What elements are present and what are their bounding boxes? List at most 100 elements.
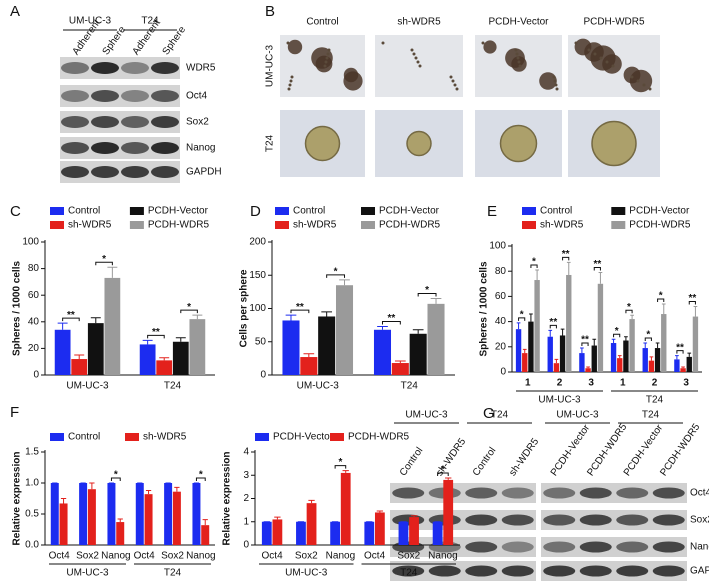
x-tick-label: Sox2: [397, 551, 420, 562]
bar: [107, 483, 116, 545]
x-tick-label: T24: [401, 381, 419, 392]
bar: [547, 336, 553, 372]
error-bar: [342, 470, 349, 473]
cell-cluster: [289, 79, 293, 83]
cell-cluster: [412, 52, 416, 56]
cell-cluster: [518, 64, 522, 68]
y-tick-label: 40: [495, 316, 507, 327]
bar: [364, 521, 375, 545]
bar: [680, 368, 686, 372]
blot-band: [465, 514, 498, 526]
error-bar: [643, 342, 648, 349]
significance-label: *: [627, 302, 631, 313]
spheroid: [343, 67, 359, 83]
significance-bracket: [95, 261, 113, 266]
blot-band: [151, 116, 179, 128]
error-bar: [377, 325, 388, 330]
error-bar: [74, 354, 85, 360]
bar: [443, 479, 454, 545]
cell-cluster: [286, 41, 290, 45]
bar: [164, 483, 173, 545]
legend-swatch: [611, 207, 626, 215]
cell-cluster: [455, 87, 459, 91]
x-tick-label: Nanog: [186, 551, 215, 562]
blot-band: [121, 62, 149, 74]
error-bar: [376, 510, 384, 513]
cell-cluster: [481, 41, 485, 45]
bar: [522, 353, 528, 372]
blot-band: [652, 565, 685, 577]
bar: [654, 348, 661, 372]
bar: [318, 316, 336, 375]
spheroid: [304, 125, 341, 162]
blot-strip: [60, 161, 180, 183]
bar: [534, 280, 540, 372]
legend-swatch: [361, 221, 376, 229]
y-tick-label: 50: [255, 336, 267, 347]
blot-band: [616, 487, 649, 499]
cell-cluster: [605, 60, 609, 64]
error-bar: [308, 499, 315, 504]
bar: [282, 320, 300, 375]
panel-letter: A: [10, 3, 20, 20]
y-axis-label: Spheres / 1000 cells: [12, 261, 23, 357]
row-label: UM-UC-3: [265, 44, 276, 87]
cell-cluster: [324, 60, 328, 64]
error-bar: [339, 279, 350, 286]
bar: [335, 285, 354, 375]
cell-cluster: [630, 75, 634, 79]
y-tick-label: 20: [28, 343, 40, 354]
bar: [330, 521, 341, 545]
cell-line-label: UM-UC-3: [69, 16, 112, 27]
y-tick-label: 0: [260, 370, 266, 381]
significance-bracket: [518, 317, 526, 321]
bar: [610, 343, 617, 372]
panel-letter: E: [487, 203, 497, 220]
significance-bracket: [613, 333, 621, 338]
significance-bracket: [562, 256, 570, 261]
significance-bracket: [530, 264, 538, 268]
blot-band: [652, 487, 685, 499]
significance-label: **: [152, 327, 160, 338]
blot-band: [543, 541, 576, 553]
cell-cluster: [514, 48, 518, 52]
significance-label: **: [688, 293, 696, 304]
blot-strip: [60, 85, 180, 107]
lane-label: Control: [471, 446, 499, 479]
panel-letter: B: [265, 3, 275, 20]
bar: [172, 491, 181, 545]
significance-label: **: [549, 317, 557, 328]
blot-strip: [390, 561, 536, 581]
legend-label: PCDH-WDR5: [348, 432, 410, 443]
bar: [409, 517, 419, 545]
bar: [79, 483, 88, 545]
cell-cluster: [381, 41, 385, 45]
blot-band: [61, 166, 89, 178]
bar: [144, 494, 153, 545]
legend-swatch: [522, 221, 536, 229]
error-bar: [649, 356, 654, 361]
error-bar: [410, 515, 418, 518]
cell-cluster: [323, 64, 327, 68]
bar: [373, 329, 392, 375]
blot-strip: [390, 537, 536, 557]
bar: [54, 329, 71, 375]
blot-band: [121, 116, 149, 128]
bar: [391, 363, 409, 375]
cell-cluster: [552, 75, 556, 79]
y-tick-label: 0.0: [25, 540, 39, 551]
error-bar: [89, 482, 95, 490]
blot-strip: [541, 561, 687, 581]
significance-label: *: [659, 291, 663, 302]
error-bar: [560, 328, 565, 336]
cell-line-label: T24: [141, 16, 159, 27]
blot-band: [151, 166, 179, 178]
significance-bracket: [62, 317, 80, 322]
error-bar: [445, 477, 452, 480]
cell-cluster: [288, 83, 292, 87]
significance-label: **: [67, 310, 75, 321]
significance-bracket: [180, 309, 198, 314]
error-bar: [321, 311, 333, 317]
significance-bracket: [688, 300, 696, 305]
